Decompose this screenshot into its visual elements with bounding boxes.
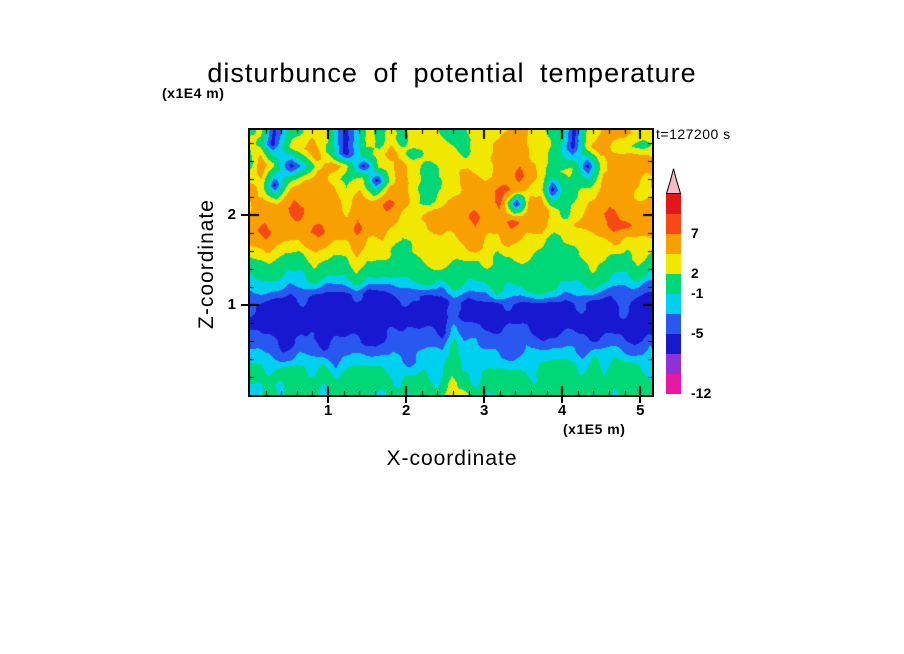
x-tick-mark [327,397,330,403]
x-tick-mark [405,397,408,403]
colorbar-segment [666,334,681,354]
time-label: t=127200 s [656,126,731,142]
colorbar-segment [666,214,681,234]
colorbar-label: 7 [691,225,699,241]
colorbar: 7 2 -1 -5 -12 [666,168,796,408]
colorbar-arrow [666,168,681,194]
x-tick-label: 2 [401,402,411,419]
colorbar-label: -1 [691,285,704,301]
y-tick-label: 2 [227,206,236,224]
x-tick-label: 1 [323,402,333,419]
colorbar-segment [666,314,681,334]
colorbar-segment [666,354,681,374]
y-tick-mark [241,214,248,217]
heatmap-canvas [250,130,652,395]
x-axis-title: X-coordinate [386,447,518,470]
x-axis-unit-label: (x1E5 m) [563,421,626,437]
y-axis-unit-label: (x1E4 m) [162,85,225,101]
chart-title: disturbunce of potential temperature [207,58,697,88]
x-tick-mark [483,397,486,403]
x-tick-label: 4 [558,402,567,419]
colorbar-segment [666,294,681,314]
x-tick-label: 3 [480,402,489,419]
y-tick-mark [241,304,248,307]
plot-area [248,128,654,397]
colorbar-label: -5 [691,325,704,341]
y-axis-title: Z-coordinate [195,199,218,329]
x-tick-mark [639,397,642,403]
colorbar-label: 2 [691,265,699,281]
colorbar-segment [666,194,681,214]
colorbar-label: -12 [691,385,712,401]
colorbar-segment [666,374,681,394]
colorbar-segment [666,234,681,254]
y-tick-label: 1 [227,296,236,314]
colorbar-segment [666,254,681,274]
x-tick-mark [561,397,564,403]
colorbar-segment [666,274,681,294]
x-tick-label: 5 [636,402,645,419]
